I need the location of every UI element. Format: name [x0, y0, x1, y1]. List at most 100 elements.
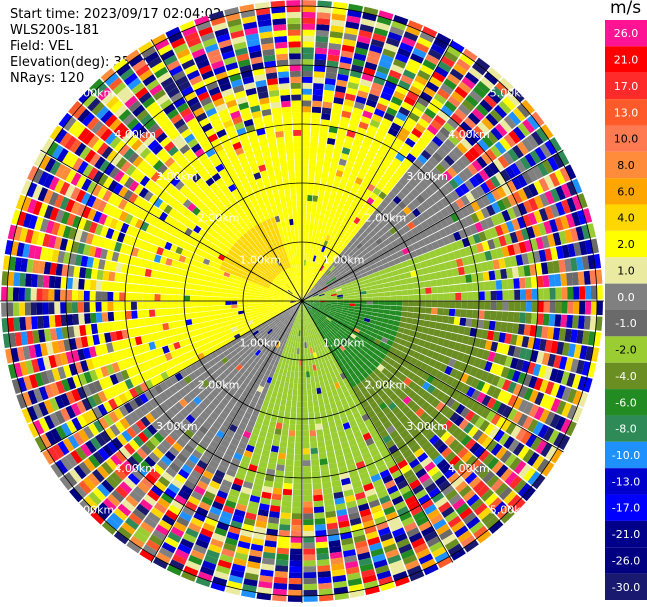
velocity-gate — [448, 150, 460, 163]
velocity-gate — [378, 575, 394, 586]
velocity-gate — [418, 180, 429, 190]
velocity-gate — [431, 286, 438, 294]
velocity-gate — [354, 303, 361, 307]
velocity-gate — [313, 243, 317, 250]
velocity-gate — [305, 277, 308, 284]
velocity-gate — [331, 108, 342, 117]
velocity-gate — [312, 314, 317, 321]
velocity-gate — [307, 323, 310, 330]
velocity-gate — [225, 308, 233, 313]
velocity-gate — [372, 225, 381, 234]
velocity-gate — [435, 401, 446, 412]
velocity-gate — [318, 305, 325, 309]
velocity-gate — [332, 181, 340, 189]
velocity-gate — [390, 330, 398, 337]
velocity-gate — [389, 346, 397, 354]
velocity-gate — [310, 447, 319, 455]
velocity-gate — [215, 278, 223, 284]
velocity-gate — [363, 279, 371, 284]
velocity-gate — [494, 224, 504, 237]
velocity-gate — [366, 462, 377, 472]
velocity-gate — [48, 289, 55, 301]
velocity-gate — [460, 534, 476, 548]
velocity-gate — [435, 131, 448, 143]
velocity-gate — [550, 383, 561, 397]
velocity-gate — [412, 384, 422, 394]
velocity-gate — [473, 525, 488, 539]
velocity-gate — [477, 121, 490, 135]
velocity-gate — [482, 453, 495, 466]
velocity-gate — [360, 115, 371, 125]
velocity-gate — [399, 444, 410, 454]
velocity-gate — [303, 524, 315, 532]
velocity-gate — [490, 443, 503, 456]
velocity-gate — [368, 213, 377, 222]
velocity-gate — [378, 305, 385, 310]
velocity-gate — [220, 284, 227, 290]
velocity-gate — [361, 259, 369, 266]
velocity-gate — [309, 370, 314, 378]
velocity-gate — [424, 186, 435, 197]
velocity-gate — [396, 538, 410, 549]
velocity-gate — [469, 442, 481, 455]
velocity-gate — [596, 285, 603, 300]
velocity-gate — [484, 492, 499, 507]
velocity-gate — [392, 58, 407, 69]
velocity-gate — [402, 122, 414, 133]
velocity-gate — [325, 255, 331, 262]
velocity-gate — [336, 424, 344, 432]
velocity-gate — [315, 319, 321, 325]
velocity-gate — [512, 107, 526, 122]
velocity-gate — [395, 167, 406, 177]
velocity-gate — [431, 257, 439, 266]
velocity-gate — [308, 254, 312, 261]
velocity-gate — [360, 78, 372, 88]
velocity-gate — [482, 271, 490, 281]
velocity-gate — [281, 429, 289, 436]
velocity-gate — [474, 221, 484, 233]
velocity-gate — [196, 312, 203, 318]
velocity-gate — [500, 419, 512, 432]
velocity-gate — [357, 35, 371, 45]
velocity-gate — [417, 69, 431, 81]
velocity-gate — [66, 302, 73, 314]
velocity-gate — [365, 98, 378, 108]
velocity-gate — [316, 547, 329, 555]
velocity-gate — [374, 70, 388, 81]
velocity-gate — [318, 293, 325, 297]
velocity-gate — [313, 400, 319, 407]
velocity-gate — [408, 111, 420, 123]
velocity-gate — [313, 189, 319, 197]
velocity-gate — [307, 394, 313, 402]
velocity-gate — [322, 328, 328, 335]
velocity-gate — [148, 293, 155, 301]
velocity-gate — [326, 137, 336, 146]
velocity-gate — [321, 313, 327, 319]
velocity-gate — [372, 453, 383, 463]
velocity-gate — [340, 385, 348, 393]
velocity-gate — [429, 408, 440, 419]
velocity-gate — [455, 480, 468, 493]
velocity-gate — [581, 224, 591, 240]
velocity-gate — [356, 322, 363, 328]
velocity-gate — [428, 342, 437, 352]
velocity-gate — [341, 44, 355, 53]
velocity-gate — [312, 274, 317, 281]
velocity-gate — [142, 293, 149, 301]
velocity-gate — [450, 400, 461, 412]
velocity-gate — [408, 301, 415, 307]
velocity-gate — [459, 53, 475, 67]
velocity-gate — [312, 482, 322, 490]
velocity-gate — [304, 242, 308, 249]
velocity-gate — [340, 398, 348, 406]
velocity-gate — [281, 393, 288, 401]
velocity-gate — [307, 260, 311, 267]
velocity-gate — [334, 175, 342, 183]
velocity-gate — [575, 226, 585, 241]
velocity-gate — [316, 318, 322, 324]
velocity-gate — [393, 336, 402, 344]
velocity-gate — [302, 289, 304, 296]
velocity-gate — [398, 106, 411, 117]
velocity-gate — [416, 169, 427, 180]
velocity-gate — [421, 267, 429, 275]
